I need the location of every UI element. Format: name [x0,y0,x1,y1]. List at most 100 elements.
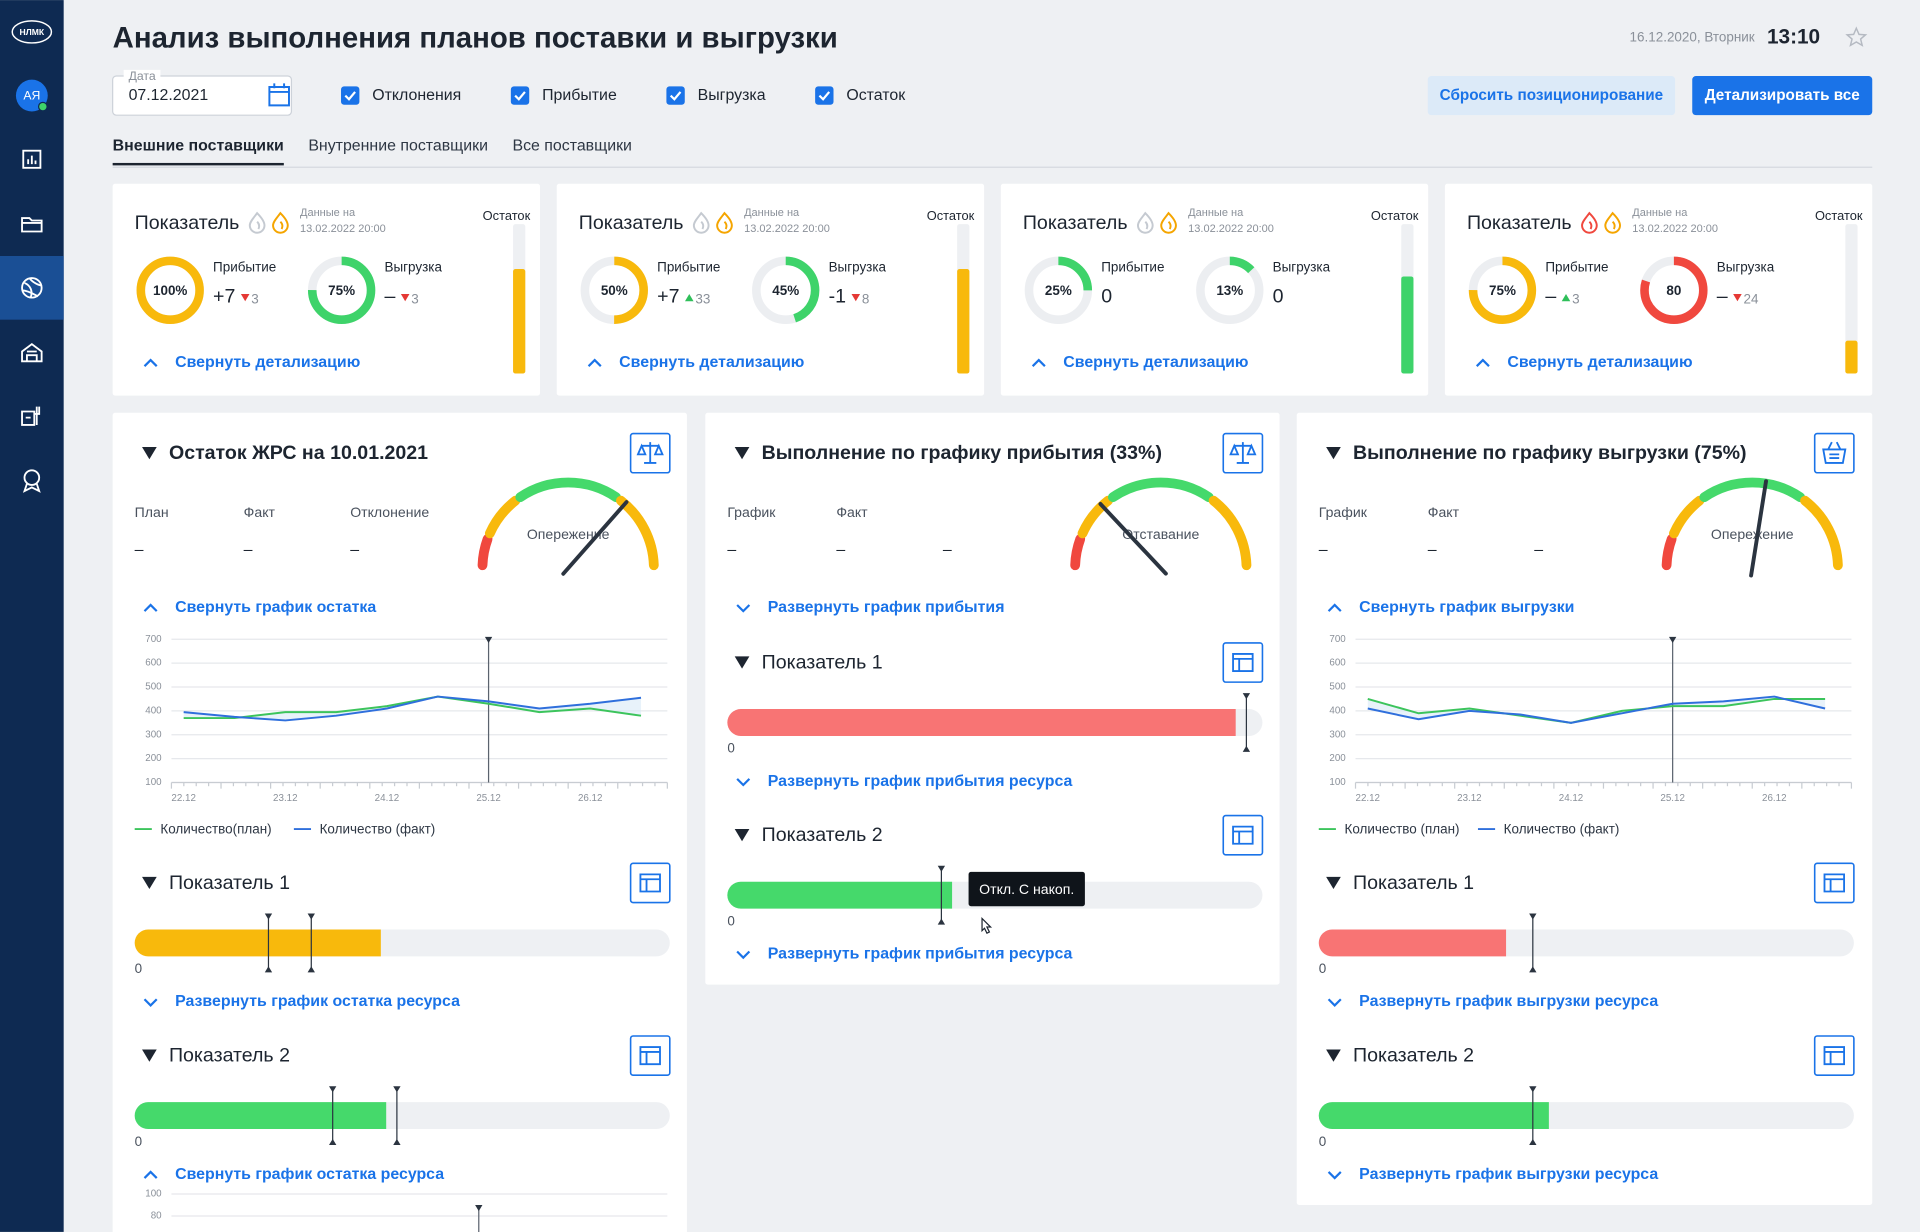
metric-label: Выгрузка [829,260,887,275]
legend-label: Количество (план) [1344,822,1459,837]
checkbox[interactable] [510,86,530,105]
gauge-needle [1749,479,1768,578]
metric-label: Прибытие [657,260,720,275]
icon-button[interactable] [1222,432,1264,474]
cursor-head [1668,636,1677,643]
icon-button[interactable] [629,1035,671,1076]
toggle-link[interactable]: Свернуть детализацию [619,354,804,371]
icon-button[interactable] [629,862,671,904]
icon-button[interactable] [1813,432,1855,474]
indicator-title: Показатель 2 [1353,1045,1474,1067]
chevron [1031,358,1046,367]
toggle-link[interactable]: Развернуть график остатка ресурса [175,993,460,1010]
y-tick-label: 200 [145,753,162,764]
kpi-card: Показатель Данные на 13.02.2022 20:00 Остат… [112,183,540,396]
chevron [1327,1171,1342,1180]
icon-part [639,1046,661,1066]
tab[interactable]: Внешние поставщики [113,137,284,154]
collapse-triangle [734,447,750,460]
toggle-link[interactable]: Свернуть детализацию [1507,354,1692,371]
remainder-bar [513,268,526,374]
indicator-title: Показатель 2 [762,824,883,846]
icon-part [22,483,41,493]
tab[interactable]: Внутренние поставщики [308,137,488,154]
indicator-title: Показатель 1 [169,872,290,894]
donut-label: 80 [1666,283,1681,298]
x-tick-label: 25.12 [1660,793,1684,804]
card-title: Показатель [1467,212,1572,234]
delta-up [684,293,694,302]
nav-icon[interactable] [21,343,43,363]
gauge-segment [515,477,621,503]
nav-icon[interactable] [22,149,42,169]
button[interactable] [1427,76,1676,116]
icon-button[interactable] [629,432,671,474]
delta: 8 [862,291,869,306]
favorite-star[interactable] [1845,26,1868,47]
toggle-link[interactable]: Развернуть график выгрузки ресурса [1359,993,1658,1010]
icon-part [21,217,43,233]
indicator-bar [1318,1102,1549,1130]
flame-icon [248,211,266,234]
gauge-segment [1208,495,1252,571]
nav-icon[interactable] [21,277,43,299]
checkbox[interactable] [815,86,834,105]
nav-icon[interactable] [21,406,41,426]
toggle-link[interactable]: Свернуть детализацию [175,354,360,371]
x-tick-label: 24.12 [375,793,399,804]
checkbox[interactable] [666,86,685,105]
collapse-triangle [142,1049,157,1062]
collapse-triangle [1326,876,1341,890]
donut-arc [752,256,820,324]
toggle-link[interactable]: Свернуть график остатка ресурса [175,1166,444,1183]
chevron [1475,358,1490,367]
tooltip [968,871,1085,907]
checkbox[interactable] [341,86,360,105]
card-bg [1000,183,1429,396]
toggle-link[interactable]: Развернуть график выгрузки ресурса [1359,1166,1658,1183]
icon-button[interactable] [1222,814,1264,856]
toggle-link[interactable]: Свернуть график остатка [175,599,376,616]
nav-icon[interactable] [21,217,43,233]
date-input[interactable] [112,75,293,116]
toggle-link[interactable]: Развернуть график прибытия [768,599,1005,616]
tab[interactable]: Все поставщики [512,137,631,154]
button[interactable] [1692,76,1873,116]
toggle-link[interactable]: Развернуть график прибытия ресурса [768,945,1073,962]
panel-title: Выполнение по графику прибытия (33%) [762,442,1162,464]
metric-value: – [135,541,144,558]
cursor-head [475,1204,483,1212]
toggle-link[interactable]: Свернуть детализацию [1063,354,1248,371]
y-tick-label: 700 [1329,634,1346,645]
toggle-link[interactable]: Свернуть график выгрузки [1359,599,1574,616]
axis-start: 0 [727,741,734,756]
chevron [1327,998,1342,1007]
metric-value: – [1717,285,1728,307]
nav-icon[interactable] [22,469,41,493]
chevron [143,998,158,1007]
gauge-label: Отставание [1122,526,1199,542]
chevron [1327,603,1342,612]
icon-part [1823,873,1845,893]
icon-button[interactable] [1813,1035,1855,1076]
y-tick-label: 300 [1329,729,1346,740]
chevron [736,778,751,787]
card-bg [112,183,540,396]
checkbox-label: Остаток [846,87,906,104]
kpi-card: Показатель Данные на 13.02.2022 20:00 Остат… [556,183,985,396]
metric-value: – [943,541,952,558]
gauge-segment [1077,495,1113,539]
metric-value: +7 [657,285,679,307]
toggle-link[interactable]: Развернуть график прибытия ресурса [768,773,1073,790]
checkmark [669,91,682,101]
pointer-cursor [981,916,993,934]
flame-icon [1136,211,1154,234]
icon-button[interactable] [1222,642,1264,683]
donut-label: 13% [1216,283,1243,298]
panel: Остаток ЖРС на 10.01.2021 План – Факт – Откло… [112,412,687,1232]
remainder-label: Остаток [1371,208,1419,223]
icon-button-frame [629,1035,671,1076]
data-label: Данные на [1188,207,1244,219]
icon-part [21,343,43,363]
icon-button[interactable] [1813,862,1855,904]
